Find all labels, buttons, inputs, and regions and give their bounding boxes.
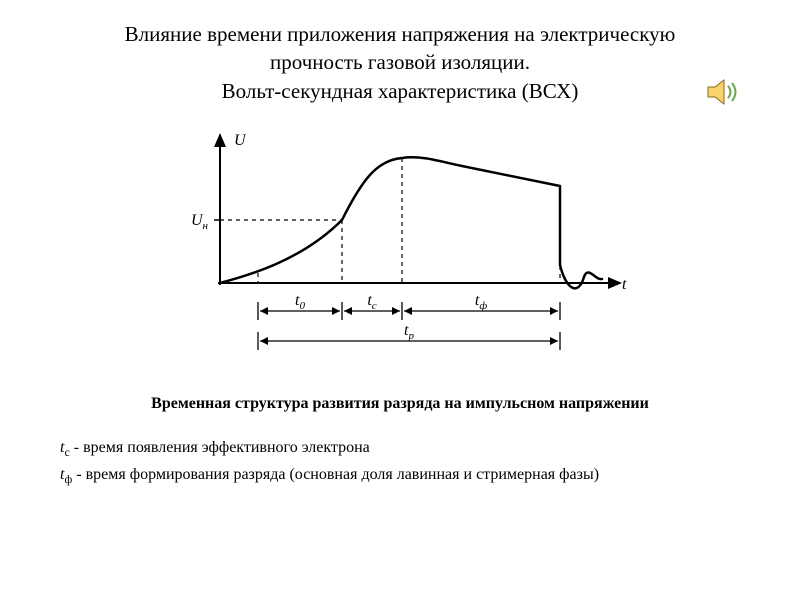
legend-line-tf: tф - время формирования разряда (основна… (60, 466, 760, 487)
chart-caption: Временная структура развития разряда на … (40, 395, 760, 413)
svg-text:Uн: Uн (191, 212, 209, 232)
title-line-1: Влияние времени приложения напряжения на… (125, 22, 676, 46)
page-title: Влияние времени приложения напряжения на… (40, 20, 760, 105)
svg-text:t: t (622, 276, 627, 293)
svg-text:tф: tф (475, 292, 487, 312)
volt-second-chart: Ut Uн t0 tс tф tр (160, 123, 640, 373)
legend-tc-text: - время появления эффективного электрона (70, 439, 370, 456)
legend-block: tс - время появления эффективного электр… (60, 439, 760, 487)
legend-line-tc: tс - время появления эффективного электр… (60, 439, 760, 460)
title-line-3: Вольт-секундная характеристика (ВСХ) (222, 79, 579, 103)
svg-text:tс: tс (367, 292, 376, 312)
svg-text:t0: t0 (295, 292, 305, 312)
speaker-icon (706, 78, 740, 106)
legend-tf-text: - время формирования разряда (основная д… (72, 466, 599, 483)
title-line-2: прочность газовой изоляции. (270, 50, 530, 74)
svg-text:tр: tр (404, 322, 414, 342)
svg-text:U: U (234, 132, 247, 149)
